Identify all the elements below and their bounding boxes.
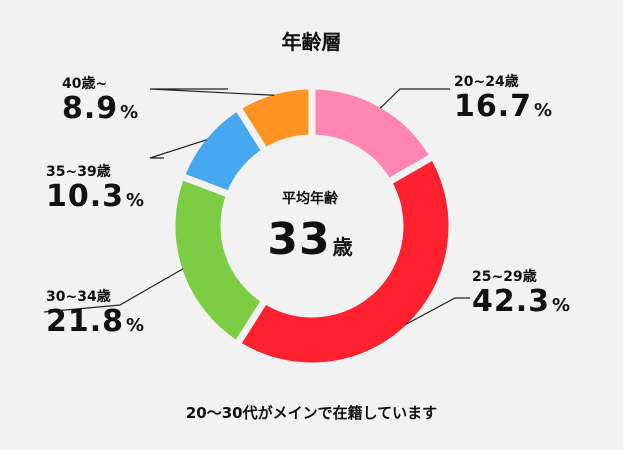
value-label: 16.7% — [454, 89, 554, 124]
average-age-number: 33 — [267, 214, 331, 265]
leader-line-2 — [43, 268, 184, 313]
slice-4 — [232, 82, 316, 157]
slice-1 — [232, 151, 456, 370]
label-20-24: 20~24歳 16.7% — [454, 73, 553, 127]
category-label: 40歳~ — [62, 76, 108, 92]
category-label: 25~29歳 — [472, 269, 537, 285]
label-35-39: 35~39歳 10.3% — [46, 163, 145, 217]
value-label: 21.8% — [46, 304, 146, 339]
label-30-34: 30~34歳 21.8% — [46, 288, 145, 342]
leader-line-4 — [149, 88, 275, 96]
label-40-plus: 40歳~ 8.9% — [62, 75, 139, 129]
chart-title: 年齢層 — [281, 30, 342, 54]
average-age-value: 33 歳 — [230, 214, 390, 265]
category-label: 30~34歳 — [46, 289, 111, 305]
category-label: 35~39歳 — [46, 164, 111, 180]
value-label: 42.3% — [472, 284, 572, 319]
average-age-label: 平均年齢 — [282, 191, 338, 207]
value-label: 10.3% — [46, 179, 146, 214]
leader-line-1 — [405, 297, 470, 325]
leader-line-3 — [149, 139, 208, 159]
leader-line-0 — [379, 88, 450, 109]
value-label: 8.9% — [62, 91, 140, 126]
average-age-unit: 歳 — [332, 235, 353, 259]
caption: 20〜30代がメインで在籍しています — [185, 404, 438, 422]
label-25-29: 25~29歳 42.3% — [472, 268, 571, 322]
category-label: 20~24歳 — [454, 74, 519, 90]
